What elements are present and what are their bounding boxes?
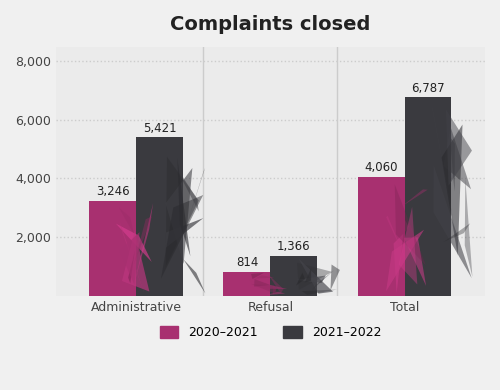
Polygon shape: [298, 259, 333, 294]
Text: 6,787: 6,787: [411, 82, 445, 94]
Polygon shape: [251, 284, 278, 295]
Polygon shape: [297, 263, 332, 290]
Polygon shape: [134, 203, 153, 287]
Polygon shape: [178, 158, 190, 256]
Text: 3,246: 3,246: [96, 185, 130, 198]
Bar: [136, 137, 184, 296]
Polygon shape: [402, 190, 427, 207]
Polygon shape: [166, 157, 199, 267]
Polygon shape: [398, 207, 417, 284]
Polygon shape: [394, 184, 426, 265]
Polygon shape: [184, 259, 206, 293]
Polygon shape: [296, 275, 326, 283]
Polygon shape: [266, 292, 285, 295]
Polygon shape: [446, 110, 472, 186]
Polygon shape: [134, 216, 152, 266]
Polygon shape: [161, 195, 203, 279]
Polygon shape: [119, 207, 134, 234]
Polygon shape: [386, 216, 407, 262]
Bar: [270, 256, 318, 296]
Polygon shape: [302, 289, 337, 295]
Bar: [358, 177, 405, 296]
Polygon shape: [464, 178, 472, 277]
Bar: [224, 272, 270, 296]
Polygon shape: [120, 221, 145, 295]
Polygon shape: [312, 270, 334, 290]
Polygon shape: [166, 218, 203, 248]
Polygon shape: [250, 280, 287, 289]
Polygon shape: [120, 232, 140, 285]
Polygon shape: [256, 275, 274, 278]
Polygon shape: [122, 231, 150, 291]
Text: 814: 814: [236, 257, 258, 269]
Polygon shape: [128, 250, 135, 283]
Polygon shape: [116, 223, 152, 262]
Polygon shape: [394, 234, 404, 293]
Polygon shape: [170, 158, 198, 211]
Polygon shape: [166, 168, 192, 264]
Bar: [404, 97, 452, 296]
Text: 5,421: 5,421: [143, 122, 176, 135]
Polygon shape: [434, 165, 472, 278]
Text: 4,060: 4,060: [364, 161, 398, 174]
Polygon shape: [444, 127, 471, 189]
Polygon shape: [404, 238, 426, 286]
Title: Complaints closed: Complaints closed: [170, 15, 370, 34]
Polygon shape: [254, 279, 270, 287]
Polygon shape: [188, 168, 205, 222]
Text: 1,366: 1,366: [277, 240, 310, 254]
Polygon shape: [273, 285, 277, 295]
Legend: 2020–2021, 2021–2022: 2020–2021, 2021–2022: [154, 321, 386, 344]
Polygon shape: [268, 274, 283, 293]
Polygon shape: [450, 137, 455, 192]
Polygon shape: [386, 186, 408, 254]
Polygon shape: [386, 230, 424, 291]
Polygon shape: [330, 264, 340, 290]
Polygon shape: [442, 124, 462, 255]
Polygon shape: [296, 273, 305, 286]
Polygon shape: [444, 223, 470, 242]
Polygon shape: [251, 273, 264, 279]
Polygon shape: [305, 268, 311, 283]
Bar: [90, 200, 136, 296]
Polygon shape: [432, 105, 462, 268]
